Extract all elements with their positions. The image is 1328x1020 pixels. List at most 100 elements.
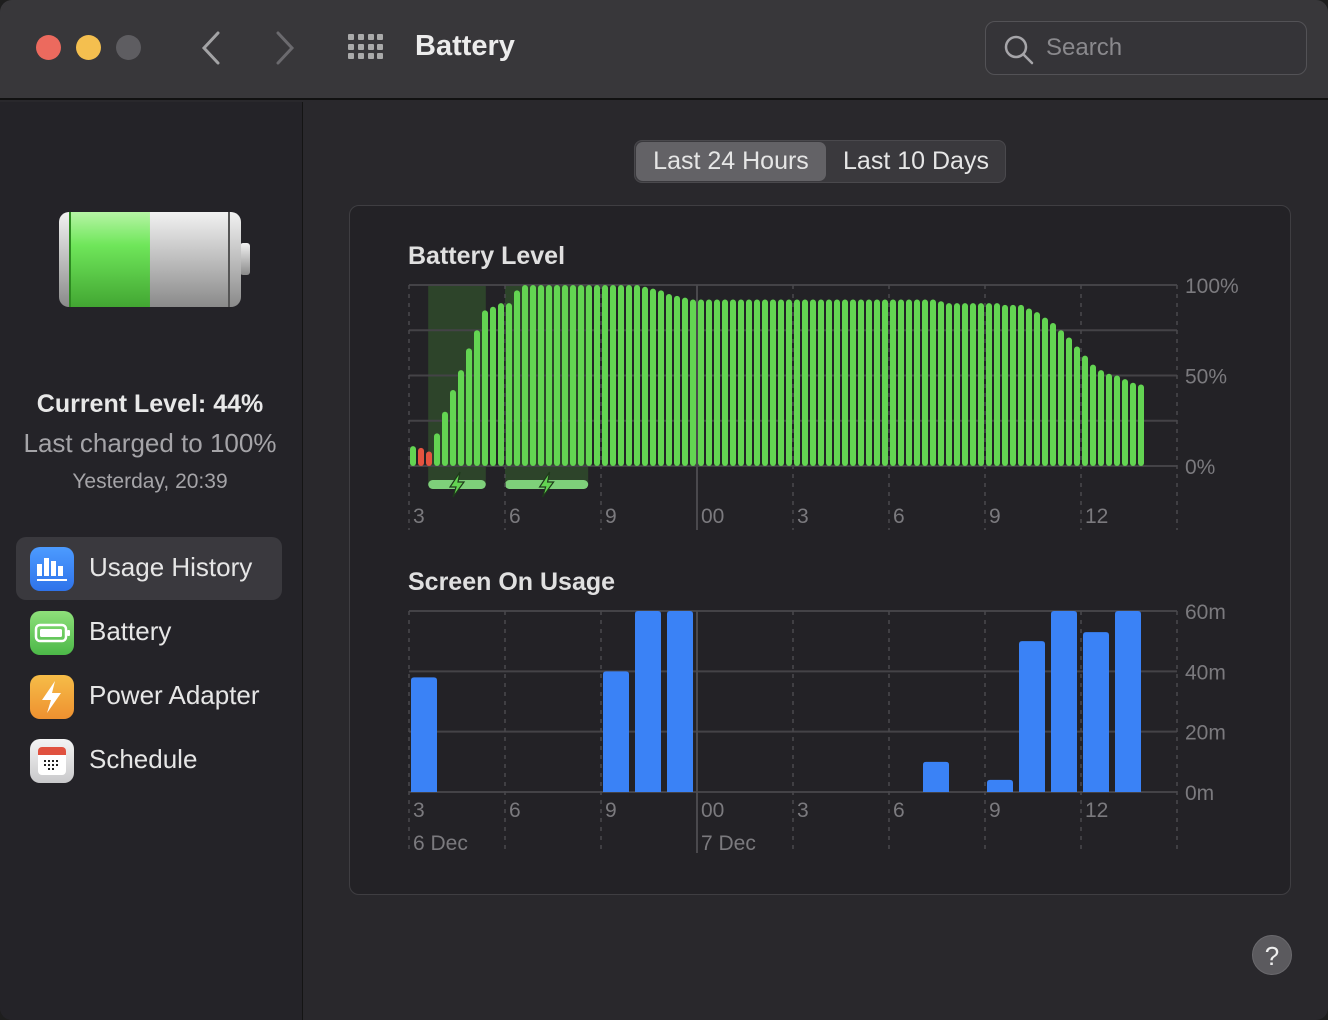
- x-tick-label: 6: [509, 799, 521, 822]
- search-icon: [1004, 35, 1034, 65]
- battery-level-bar: [634, 285, 640, 466]
- battery-level-bar: [1114, 375, 1120, 466]
- sidebar-item-label: Usage History: [89, 552, 253, 582]
- battery-level-bar: [802, 299, 808, 466]
- battery-level-bar: [922, 299, 928, 466]
- battery-level-bar: [1138, 384, 1144, 466]
- battery-level-bar: [466, 348, 472, 466]
- sidebar-item-schedule[interactable]: Schedule: [16, 729, 282, 792]
- battery-level-bar: [994, 303, 1000, 466]
- battery-level-bar: [1002, 304, 1008, 466]
- battery-level-bar: [962, 303, 968, 466]
- y-tick-label: 0m: [1185, 782, 1214, 805]
- battery-level-bar: [1130, 382, 1136, 466]
- battery-level-bar: [490, 306, 496, 466]
- battery-level-bar: [650, 288, 656, 466]
- schedule-icon: [30, 739, 74, 783]
- current-level-text: Current Level: 44%: [36, 390, 264, 418]
- battery-level-bar: [1058, 330, 1064, 466]
- battery-level-bar: [706, 299, 712, 466]
- x-tick-label: 00: [701, 799, 724, 822]
- battery-level-bar: [610, 285, 616, 466]
- battery-level-bar: [722, 299, 728, 466]
- battery-level-bar: [570, 285, 576, 466]
- battery-level-bar: [730, 299, 736, 466]
- battery-level-bar: [1122, 379, 1128, 466]
- battery-level-bar: [498, 303, 504, 466]
- y-tick-label: 40m: [1185, 661, 1226, 684]
- battery-level-bar: [1026, 308, 1032, 466]
- battery-level-bar: [1042, 317, 1048, 466]
- battery-level-bar: [834, 299, 840, 466]
- screen-usage-bar: [1019, 641, 1045, 792]
- zoom-window-button[interactable]: [116, 35, 141, 60]
- charging-bolt-icon: [538, 471, 555, 498]
- date-label: 7 Dec: [701, 832, 756, 855]
- battery-level-bar: [938, 301, 944, 466]
- battery-level-bar: [954, 303, 960, 466]
- x-tick-label: 9: [989, 505, 1001, 528]
- battery-level-bar: [1018, 304, 1024, 466]
- battery-level-bar: [930, 299, 936, 466]
- usage-history-panel: Battery Level Screen On Usage 100% 50% 0% 3…: [349, 205, 1291, 895]
- battery-level-bar: [778, 299, 784, 466]
- battery-level-bar: [530, 285, 536, 466]
- battery-level-bar: [858, 299, 864, 466]
- screen-usage-bar: [1115, 611, 1141, 792]
- battery-level-bar: [754, 299, 760, 466]
- show-all-grid-icon[interactable]: [348, 34, 384, 60]
- battery-level-bar: [546, 285, 552, 466]
- battery-level-bar: [626, 285, 632, 466]
- x-tick-label: 3: [797, 799, 809, 822]
- y-tick-label: 0%: [1185, 456, 1215, 479]
- battery-level-graphic: [59, 212, 250, 307]
- minimize-window-button[interactable]: [76, 35, 101, 60]
- battery-level-bar: [978, 303, 984, 466]
- battery-level-bar: [418, 447, 424, 466]
- battery-level-bar: [898, 299, 904, 466]
- battery-level-bar: [538, 285, 544, 466]
- sidebar-item-usage-history[interactable]: Usage History: [16, 537, 282, 600]
- last-charged-time: Yesterday, 20:39: [72, 470, 228, 493]
- help-button[interactable]: ?: [1252, 935, 1292, 975]
- screen-on-usage-title: Screen On Usage: [408, 568, 616, 596]
- sidebar-item-label: Schedule: [89, 744, 198, 774]
- battery-level-bar: [434, 433, 440, 466]
- x-tick-label: 6: [893, 799, 905, 822]
- battery-level-bar: [602, 285, 608, 466]
- battery-level-bar: [482, 310, 488, 466]
- back-chevron-icon[interactable]: [198, 30, 224, 66]
- battery-level-bar: [666, 294, 672, 466]
- forward-chevron-icon[interactable]: [272, 30, 298, 66]
- battery-level-bar: [698, 299, 704, 466]
- x-tick-label: 12: [1085, 799, 1108, 822]
- battery-level-bar: [770, 299, 776, 466]
- battery-level-bar: [970, 303, 976, 466]
- search-field[interactable]: [985, 21, 1307, 75]
- tab-last-24-hours[interactable]: Last 24 Hours: [636, 142, 826, 181]
- battery-level-bar: [1090, 364, 1096, 466]
- battery-level-bar: [682, 297, 688, 466]
- sidebar-item-battery[interactable]: Battery: [16, 601, 282, 664]
- screen-usage-bar: [411, 677, 437, 792]
- battery-level-bar: [874, 299, 880, 466]
- time-range-segmented-control: Last 24 Hours Last 10 Days: [634, 140, 1006, 183]
- battery-level-bar: [842, 299, 848, 466]
- charts-canvas: 100% 50% 0% 3 6 9 00 3 6 9 12 60m 40m 20m 0m 3 6 9 00 3 6 9 12…: [408, 275, 1239, 855]
- screen-usage-bar: [603, 671, 629, 792]
- battery-level-bar: [866, 299, 872, 466]
- usage-history-icon: [30, 547, 74, 591]
- sidebar-item-label: Battery: [89, 616, 172, 646]
- sidebar-item-power-adapter[interactable]: Power Adapter: [16, 665, 282, 728]
- battery-level-bar: [514, 290, 520, 466]
- power-adapter-icon: [30, 675, 74, 719]
- battery-level-bar: [506, 303, 512, 466]
- battery-level-bar: [1066, 337, 1072, 466]
- search-input[interactable]: [1046, 32, 1286, 64]
- tab-last-10-days[interactable]: Last 10 Days: [843, 147, 989, 175]
- battery-level-bar: [578, 285, 584, 466]
- battery-level-bar: [738, 299, 744, 466]
- screen-usage-bar: [987, 779, 1013, 792]
- battery-level-bar: [1010, 304, 1016, 466]
- close-window-button[interactable]: [36, 35, 61, 60]
